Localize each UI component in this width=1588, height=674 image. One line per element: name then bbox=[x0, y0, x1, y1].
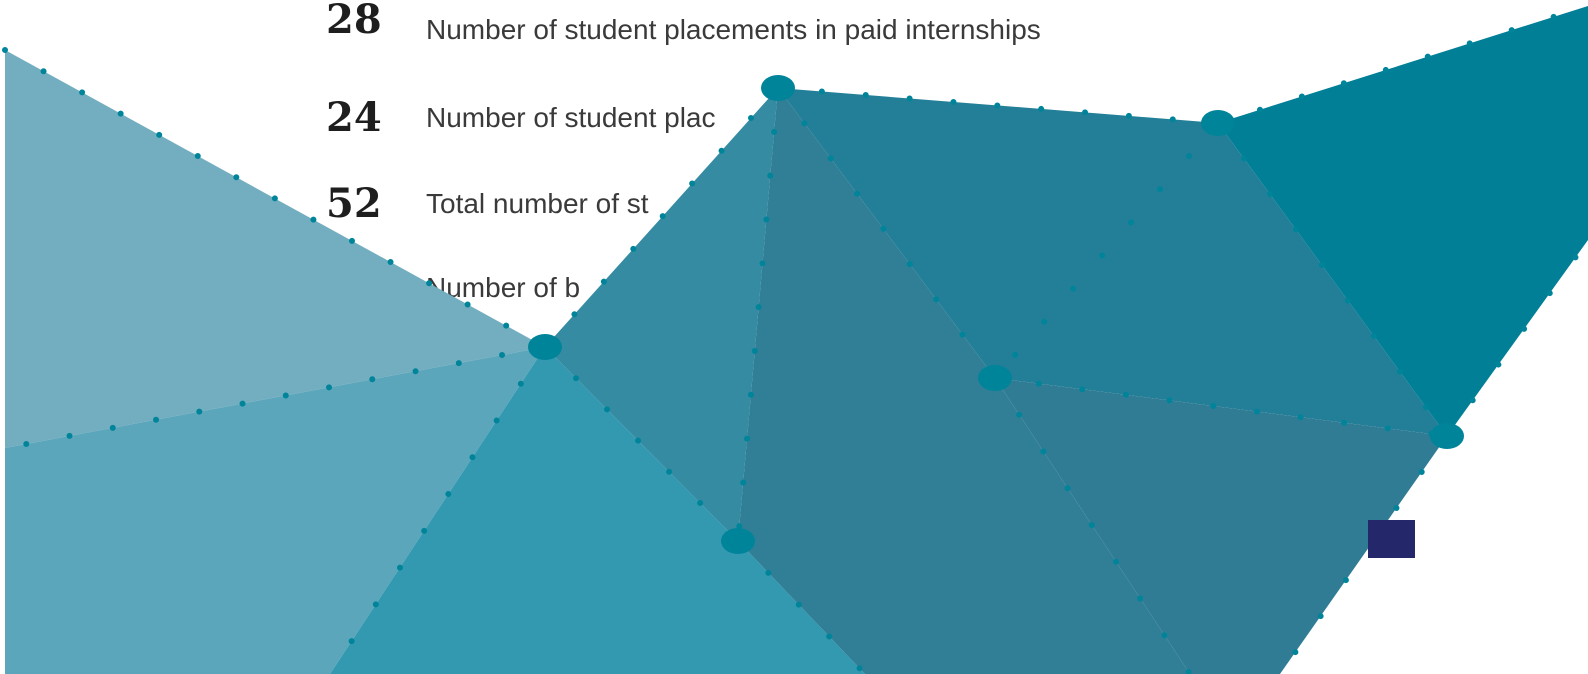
decorative-polygons bbox=[0, 0, 1588, 674]
badge bbox=[1368, 520, 1415, 558]
page: {"stats": [ {"number": "28", "label": "N… bbox=[0, 0, 1588, 674]
